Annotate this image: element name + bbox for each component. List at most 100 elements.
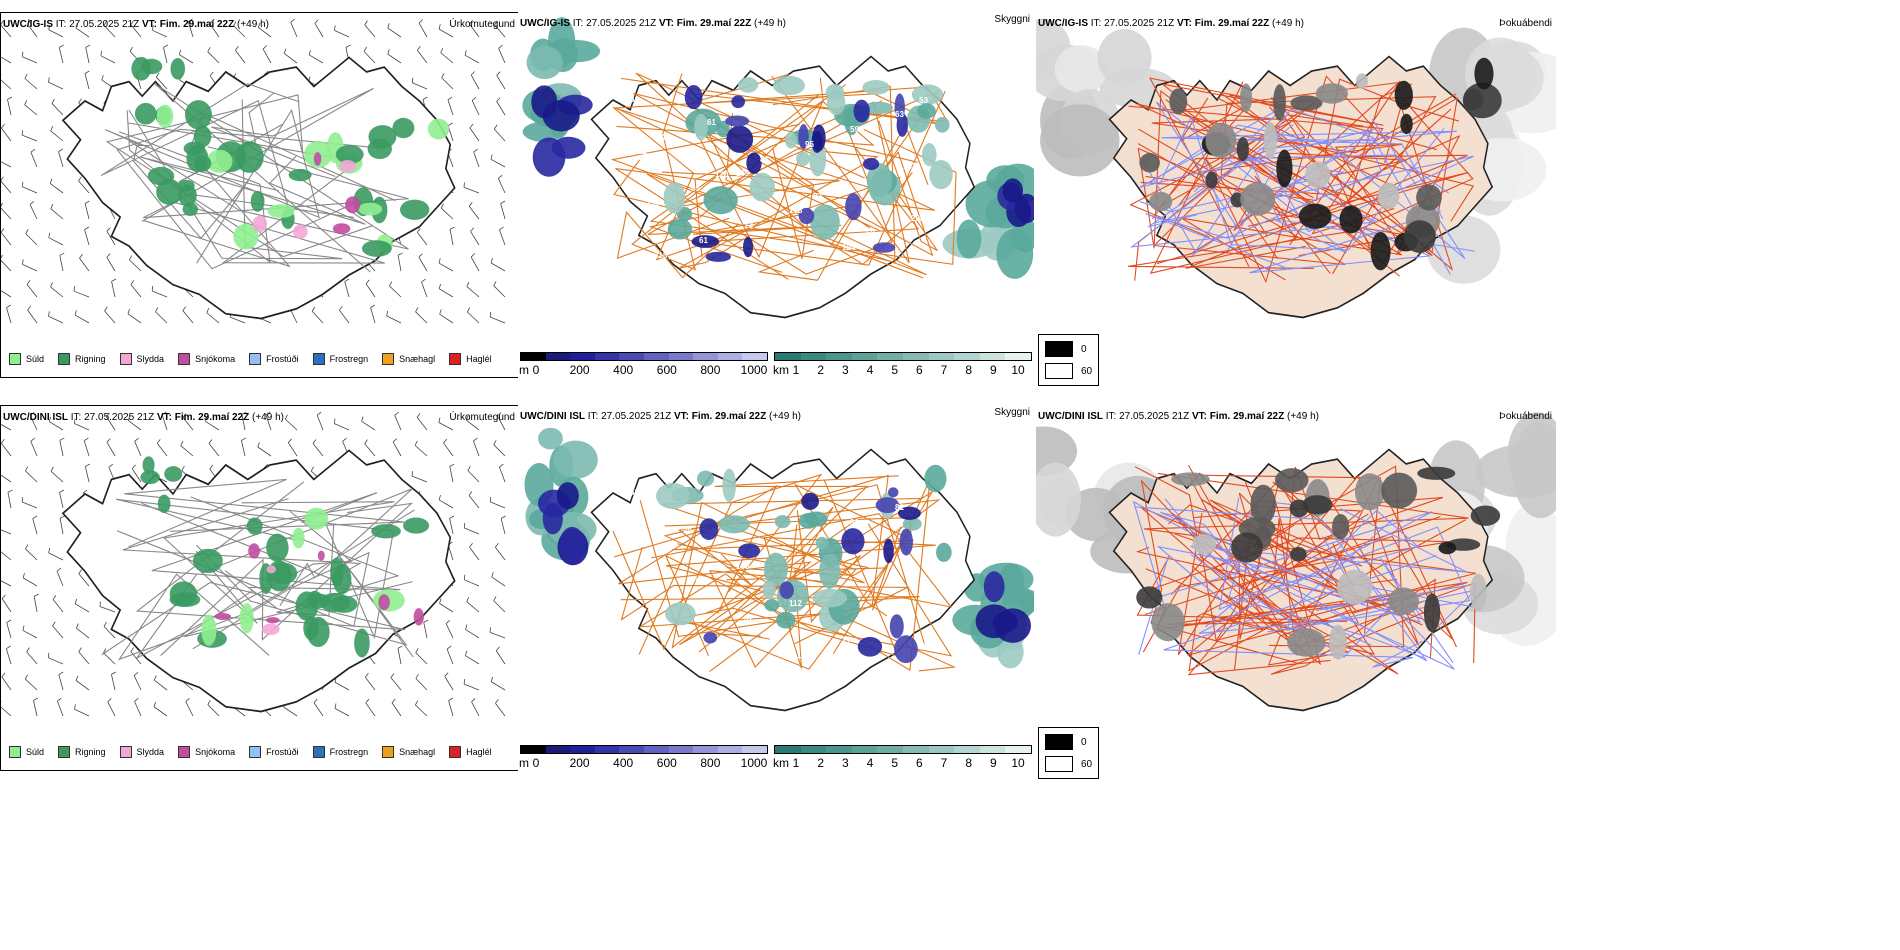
sea-lowvis-left (531, 85, 593, 177)
colorbar-segment (717, 353, 743, 360)
colorbar-segment (826, 746, 852, 753)
colorbar-tick: 1 (792, 363, 800, 377)
legend-item: Rigning (58, 746, 106, 758)
fog-legend-swatch (1045, 756, 1073, 772)
colorbar-tick: 2 (817, 756, 824, 770)
map-canvas[interactable]: 52 56 105 112 77 81 79 76 37 14 92 (518, 405, 1034, 735)
legend-swatch (178, 353, 191, 365)
vt-label: VT: (1191, 411, 1210, 422)
panel-variable-label: Úrkomutegund (449, 19, 515, 30)
colorbar-tick: 9 (989, 756, 997, 770)
panel-title: UWC/DINI ISL IT: 27.05.2025 21Z VT: Fim.… (520, 411, 801, 422)
vis-label: 61 (707, 118, 716, 127)
legend-swatch (9, 746, 21, 758)
vis-label: 79 (638, 540, 647, 549)
sea-lowvis-left (537, 482, 589, 566)
colorbar-unit: km (773, 363, 789, 377)
vis-m (699, 487, 921, 664)
colorbar-unit: m (519, 363, 529, 377)
colorbar-tick: 3 (841, 756, 849, 770)
colorbar (520, 352, 768, 361)
it-value: 27.05.2025 21Z (69, 19, 142, 30)
colorbar-tick: 8 (965, 756, 972, 770)
map-canvas[interactable] (1036, 405, 1556, 735)
panel-title: UWC/IG-IS IT: 27.05.2025 21Z VT: Fim. 29… (1038, 18, 1304, 29)
legend-swatch (449, 353, 462, 365)
lead-time: (+49 h) (766, 411, 801, 422)
legend-label: Rigning (75, 354, 106, 364)
colorbar-segment (877, 353, 903, 360)
fog-index-legend: 0 60 (1038, 727, 1100, 779)
legend-label: Snæhagl (399, 354, 436, 364)
legend-item: Frostúði (249, 746, 299, 758)
visibility-colorbar-km: km 1 2 3 4 5 6 7 8 9 10 (773, 352, 1032, 377)
colorbar-segment (742, 746, 767, 753)
colorbar-segment (545, 353, 571, 360)
colorbar-segment (521, 353, 546, 360)
visibility-colorbar-km: km 1 2 3 4 5 6 7 8 9 10 (773, 745, 1032, 770)
colorbar-tick: 4 (866, 756, 874, 770)
colorbar-tick: 6 (915, 363, 923, 377)
legend-item: Slydda (119, 353, 164, 365)
vt-value: Fim. 29.maí 22Z (174, 412, 250, 423)
vis-label: 81 (630, 95, 639, 104)
legend-swatch (58, 353, 71, 365)
colorbar-tick: 10 (1011, 363, 1025, 377)
fog-legend-row: 0 (1045, 734, 1092, 750)
map-canvas[interactable] (1036, 12, 1556, 342)
colorbar-segment (742, 353, 767, 360)
it-label: IT: (1090, 18, 1105, 29)
colorbar-tick: 6 (915, 756, 923, 770)
vis-labels: 81 120 169 108 124 63 62 65 73 59 599 161 252 61 77 95 9… (630, 95, 928, 267)
colorbar-unit: km (773, 756, 789, 770)
vis-labels: 52 56 105 112 77 81 79 76 37 14 92 (630, 488, 904, 660)
colorbar-tick: 5 (891, 756, 898, 770)
lead-time: (+49 h) (1284, 411, 1319, 422)
colorbar-segment (570, 746, 595, 753)
model-name: UWC/DINI ISL (1038, 411, 1103, 422)
vt-value: Fim. 29.maí 22Z (691, 411, 767, 422)
model-name: UWC/IG-IS (3, 19, 53, 30)
legend-swatch (178, 746, 191, 758)
colorbar-unit: m (519, 756, 529, 770)
panel-0-0: UWC/IG-IS IT: 27.05.2025 21Z VT: Fim. 29… (0, 12, 520, 378)
colorbar-segment (643, 746, 669, 753)
panel-1-2: UWC/DINI ISL IT: 27.05.2025 21Z VT: Fim.… (1036, 405, 1556, 779)
colorbar-tick: 0 (532, 756, 540, 770)
colorbar-tick: 800 (700, 363, 721, 377)
colorbar-segment (826, 353, 852, 360)
map-canvas[interactable] (1, 13, 521, 339)
map-canvas[interactable]: 81 120 169 108 124 63 62 65 73 59 599 161 252 61 77 95 9… (518, 12, 1034, 342)
map-canvas[interactable] (1, 406, 521, 732)
panel-variable-label: Þokuábendi (1499, 18, 1552, 29)
vis-label: 105 (736, 562, 750, 571)
vt-value: Fim. 29.maí 22Z (1209, 411, 1285, 422)
panel-variable-label: Þokuábendi (1499, 411, 1552, 422)
legend-label: Snæhagl (399, 747, 436, 757)
fog-legend-label: 0 (1081, 736, 1087, 748)
colorbar-segment (775, 353, 801, 360)
legend-swatch (249, 353, 262, 365)
colorbar-segment (717, 746, 743, 753)
panel-0-1: 81 120 169 108 124 63 62 65 73 59 599 161 252 61 77 95 9… (518, 12, 1034, 378)
vt-value: Fim. 29.maí 22Z (676, 18, 752, 29)
colorbar-tick: 1 (792, 756, 800, 770)
vis-label: 82 (813, 192, 822, 201)
fog-index-legend: 0 60 (1038, 334, 1100, 386)
vis-label: 14 (797, 651, 806, 660)
fog-legend-label: 60 (1081, 758, 1093, 770)
vis-label: 169 (736, 169, 750, 178)
fog-index (1136, 466, 1501, 660)
fog-legend-swatch (1045, 341, 1073, 357)
colorbar-segment (979, 746, 1006, 753)
vis-label: 24 (662, 133, 671, 142)
legend-swatch (312, 353, 325, 365)
legend-item: Snæhagl (382, 353, 435, 365)
colorbar-segment (902, 353, 929, 360)
colorbar-segment (619, 746, 644, 753)
legend-item: Snæhagl (382, 746, 435, 758)
colorbar-tick: 2 (817, 363, 824, 377)
colorbar-segment (1005, 353, 1031, 360)
colorbar-tick: 200 (569, 363, 590, 377)
legend-label: Haglél (466, 747, 492, 757)
